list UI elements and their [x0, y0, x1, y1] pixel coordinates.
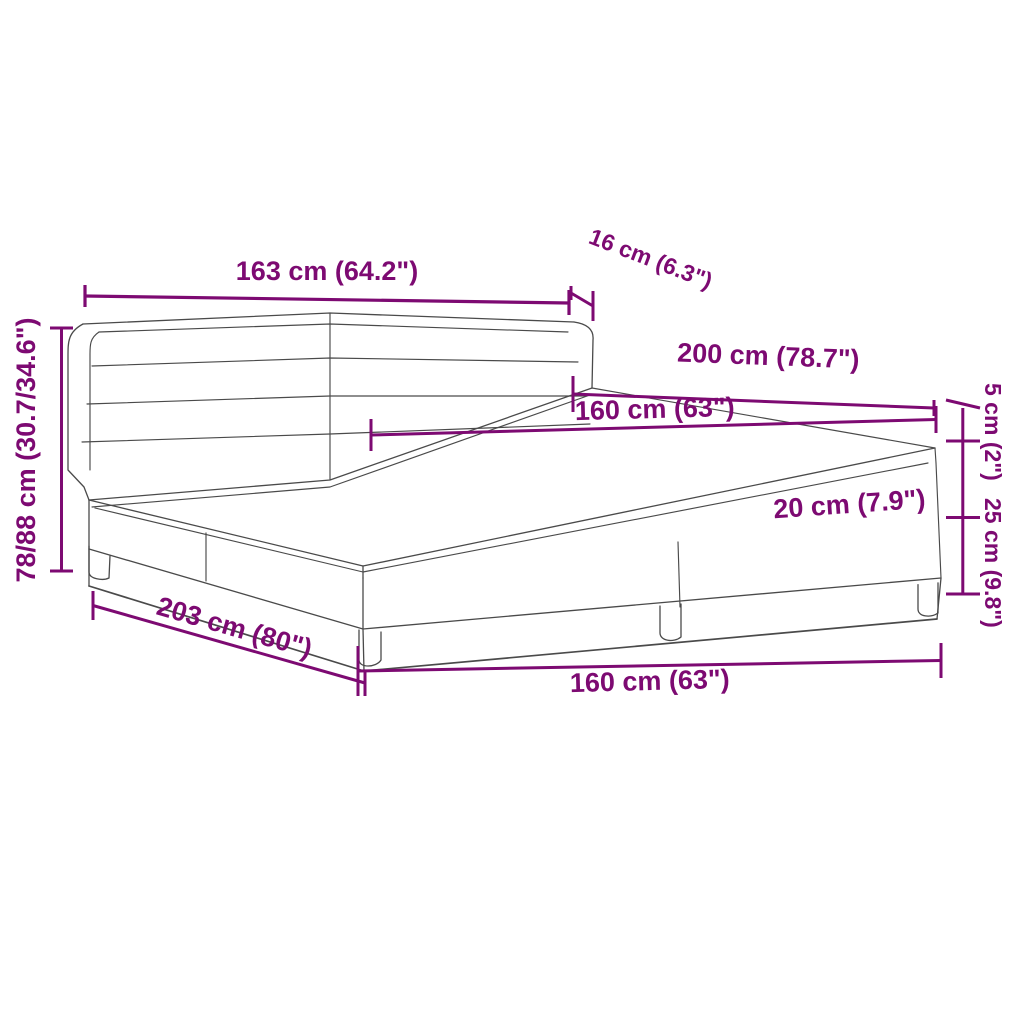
- svg-text:163 cm (64.2"): 163 cm (64.2"): [236, 256, 418, 286]
- svg-text:5 cm (2"): 5 cm (2"): [980, 383, 1006, 481]
- svg-text:78/88 cm (30.7/34.6"): 78/88 cm (30.7/34.6"): [11, 318, 41, 583]
- svg-text:160 cm (63"): 160 cm (63"): [574, 392, 735, 426]
- svg-text:160 cm (63"): 160 cm (63"): [569, 664, 730, 698]
- svg-text:25 cm (9.8"): 25 cm (9.8"): [980, 498, 1006, 628]
